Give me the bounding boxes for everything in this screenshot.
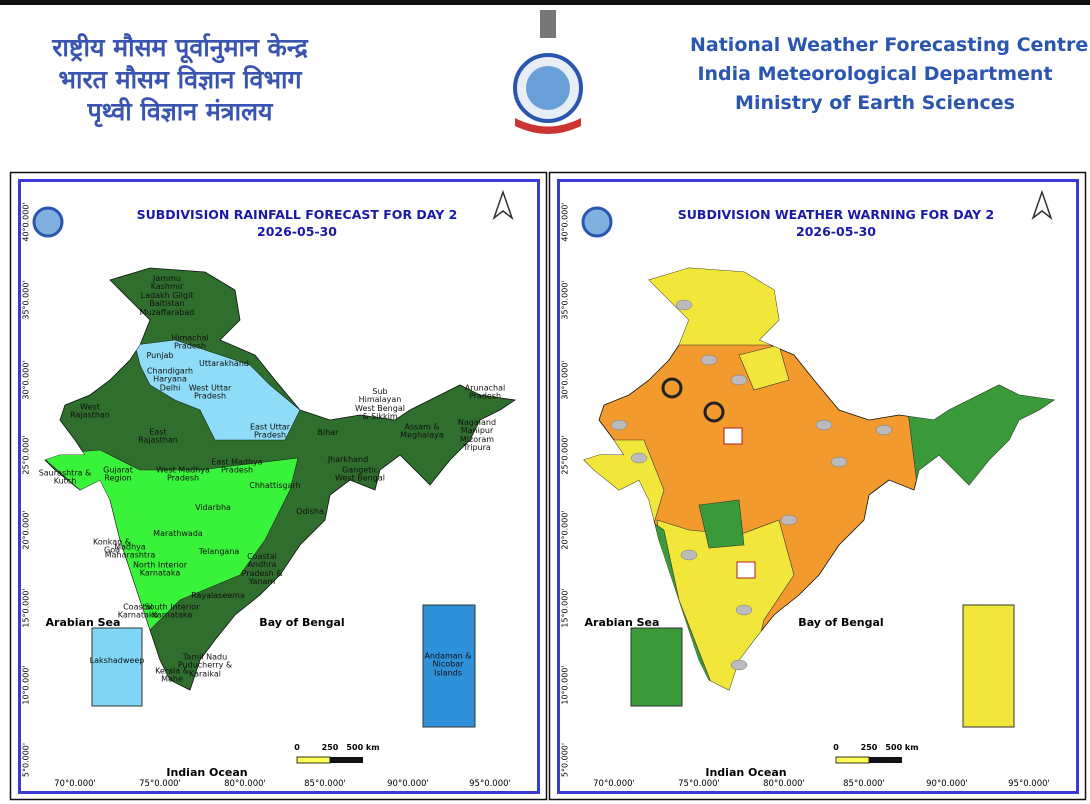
scale-label: 500 km	[885, 743, 919, 752]
region-label: Gangetic West Bengal	[335, 465, 385, 483]
sea-label: Indian Ocean	[705, 766, 787, 779]
map-date: 2026-05-30	[796, 224, 876, 239]
region-label: Vidarbha	[195, 502, 231, 512]
right-panel	[548, 171, 1087, 801]
region-label: East Madhya Pradesh	[211, 457, 263, 475]
longitude-label: 70°0.000'	[54, 779, 96, 789]
region-label: Arunachal Pradesh	[464, 383, 506, 401]
latitude-label: 10°0.000'	[21, 665, 31, 705]
region-label: Chhattisgarh	[249, 480, 301, 490]
region-label: East Rajasthan	[138, 427, 178, 445]
longitude-label: 85°0.000'	[843, 779, 885, 789]
latitude-label: 30°0.000'	[560, 360, 570, 400]
region-label: West Rajasthan	[70, 402, 110, 420]
region-label: Himachal Pradesh	[171, 333, 209, 351]
longitude-label: 75°0.000'	[139, 779, 181, 789]
longitude-label: 95°0.000'	[1008, 779, 1050, 789]
region-label: Bihar	[317, 427, 339, 437]
region-label: East Uttar Pradesh	[249, 422, 291, 440]
region-label: Andaman & Nicobar Islands	[424, 651, 472, 678]
latitude-label: 5°0.000'	[560, 742, 570, 778]
region-label: Nagaland Manipur Mizoram Tripura	[457, 418, 497, 453]
hindi-line: भारत मौसम विज्ञान विभाग	[58, 65, 302, 94]
latitude-label: 20°0.000'	[560, 510, 570, 550]
region-label: West Madhya Pradesh	[156, 465, 210, 483]
longitude-label: 90°0.000'	[387, 779, 429, 789]
latitude-label: 35°0.000'	[560, 280, 570, 320]
region-label: Marathwada	[153, 528, 203, 538]
english-line: Ministry of Earth Sciences	[735, 92, 1015, 114]
scale-label: 0	[294, 743, 300, 752]
header-emblem	[513, 10, 583, 134]
longitude-label: 80°0.000'	[763, 779, 805, 789]
latitude-label: 25°0.000'	[21, 435, 31, 475]
region-label: Madhya Maharashtra	[104, 542, 156, 560]
longitude-label: 70°0.000'	[593, 779, 635, 789]
latitude-label: 15°0.000'	[21, 588, 31, 628]
longitude-label: 95°0.000'	[469, 779, 511, 789]
latitude-label: 40°0.000'	[21, 202, 31, 242]
map-title: SUBDIVISION RAINFALL FORECAST FOR DAY 2	[136, 207, 458, 222]
map-title: SUBDIVISION WEATHER WARNING FOR DAY 2	[677, 207, 995, 222]
region-label: Coastal Karnataka	[117, 602, 159, 620]
hindi-line: राष्ट्रीय मौसम पूर्वानुमान केन्द्र	[52, 33, 308, 62]
latitude-label: 35°0.000'	[21, 280, 31, 320]
english-line: India Meteorological Department	[697, 63, 1053, 85]
region-label: Odisha	[296, 506, 324, 516]
sea-label: Arabian Sea	[584, 616, 660, 629]
latitude-label: 5°0.000'	[21, 742, 31, 778]
left-panel	[9, 171, 548, 801]
longitude-label: 80°0.000'	[224, 779, 266, 789]
english-line: National Weather Forecasting Centre	[690, 34, 1089, 56]
region-label: South Interior Karnataka	[144, 602, 200, 620]
sea-label: Indian Ocean	[166, 766, 248, 779]
region-label: Lakshadweep	[89, 655, 145, 665]
region-label: Rayalaseema	[191, 590, 245, 600]
region-label: Kerala & Mahe	[155, 666, 189, 684]
longitude-label: 90°0.000'	[926, 779, 968, 789]
latitude-label: 20°0.000'	[21, 510, 31, 550]
latitude-label: 30°0.000'	[21, 360, 31, 400]
scale-label: 250	[860, 743, 878, 752]
sea-label: Bay of Bengal	[259, 616, 345, 629]
sea-label: Arabian Sea	[45, 616, 121, 629]
latitude-label: 25°0.000'	[560, 435, 570, 475]
region-label: Saurashtra & Kutch	[38, 468, 92, 486]
region-label: North Interior Karnataka	[132, 560, 188, 578]
map-date: 2026-05-30	[257, 224, 337, 239]
latitude-label: 10°0.000'	[560, 665, 570, 705]
region-label: Sub Himalayan West Bengal & Sikkim	[355, 387, 405, 422]
sea-label: Bay of Bengal	[798, 616, 884, 629]
longitude-label: 75°0.000'	[678, 779, 720, 789]
region-label: Assam & Meghalaya	[400, 422, 444, 440]
scale-label: 250	[321, 743, 339, 752]
hindi-line: पृथ्वी विज्ञान मंत्रालय	[87, 97, 273, 126]
region-label: Coastal Andhra Pradesh & Yanam	[241, 552, 283, 587]
region-label: Telangana	[198, 546, 240, 556]
region-label: Uttarakhand	[199, 358, 249, 368]
longitude-label: 85°0.000'	[304, 779, 346, 789]
scale-label: 500 km	[346, 743, 380, 752]
region-label: Chandigarh Haryana Delhi	[146, 366, 194, 393]
latitude-label: 40°0.000'	[560, 202, 570, 242]
region-label: West Uttar Pradesh	[188, 383, 232, 401]
latitude-label: 15°0.000'	[560, 588, 570, 628]
region-label: Jammu Kashmir Ladakh Gilgit Baltistan Mu…	[139, 274, 195, 317]
region-label: Konkan & Goa	[92, 537, 132, 555]
region-label: Punjab	[146, 350, 174, 360]
region-label: Gujarat Region	[103, 465, 133, 483]
scale-label: 0	[833, 743, 839, 752]
region-label: Tamil Nadu Puducherry & Karaikal	[177, 652, 233, 679]
region-label: Jharkhand	[327, 454, 369, 464]
